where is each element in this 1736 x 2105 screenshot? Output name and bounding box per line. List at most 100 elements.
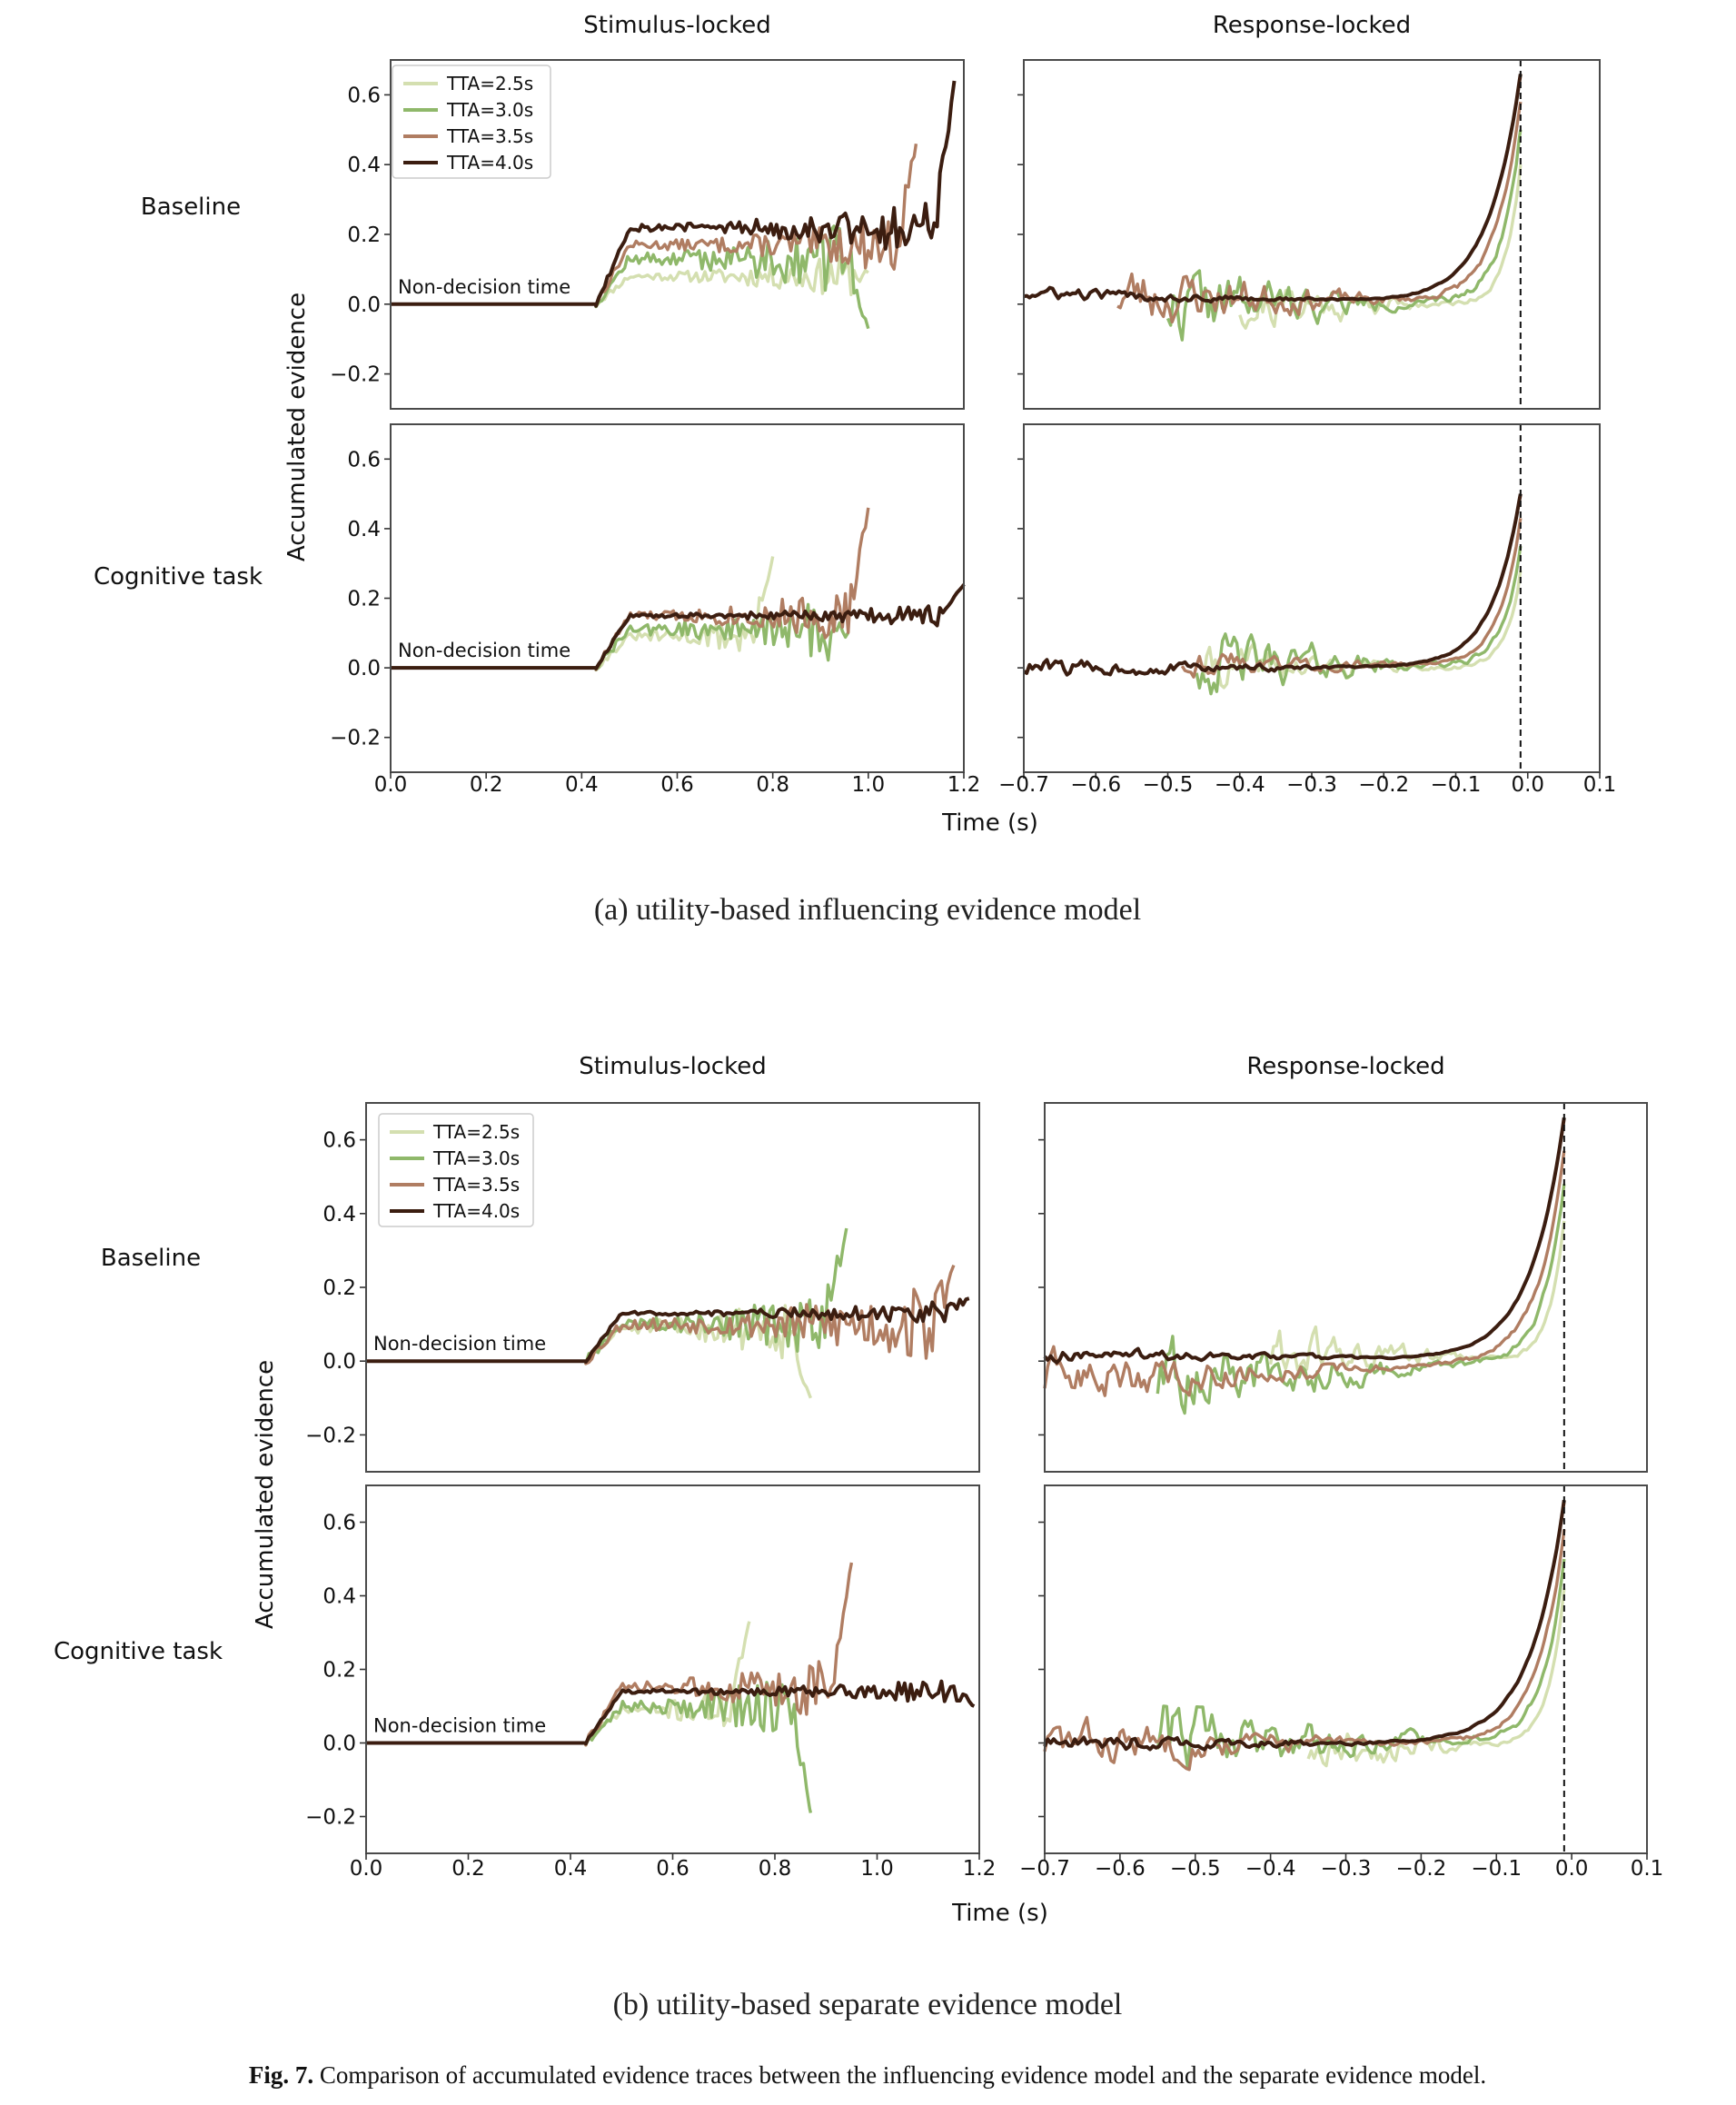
x-tick-label: −0.4 — [1215, 773, 1265, 797]
legend-label: TTA=3.0s — [432, 1147, 520, 1169]
non-decision-time-label: Non-decision time — [373, 1333, 546, 1355]
y-tick-label: 0.0 — [322, 1733, 356, 1756]
series-line-TTA-3.0s — [391, 602, 850, 672]
x-axis-label: Time (s) — [951, 1900, 1048, 1927]
axes-frame — [1023, 423, 1601, 773]
legend: TTA=2.5s TTA=3.0s TTA=3.5s TTA=4.0s — [378, 1113, 534, 1227]
series-line-TTA-4.0s — [1023, 74, 1523, 304]
legend: TTA=2.5s TTA=3.0s TTA=3.5s TTA=4.0s — [392, 65, 551, 179]
legend-label: TTA=2.5s — [432, 1121, 520, 1143]
y-tick-label: 0.0 — [347, 293, 381, 317]
subcaption: (b) utility-based separate evidence mode… — [613, 1988, 1123, 2021]
series-line-TTA-4.0s — [1043, 1117, 1566, 1365]
series-line-TTA-3.5s — [366, 1562, 854, 1747]
legend-label: TTA=4.0s — [432, 1200, 520, 1222]
series-line-TTA-4.0s — [391, 583, 966, 670]
chart-panel-a: Stimulus-locked Response-locked Accumulate… — [94, 12, 1616, 927]
legend-label: TTA=3.5s — [432, 1174, 520, 1196]
subplot-stimulus-cognitive: 0.6 0.4 0.2 0.0 −0.2 Non-decision time 0.0 0.2 0… — [330, 423, 981, 797]
x-tick-label: −0.2 — [1358, 773, 1409, 797]
x-axis-label: Time (s) — [941, 809, 1038, 837]
chart-panel-b: Stimulus-locked Response-locked Accumulate… — [54, 1053, 1663, 2021]
series-line-TTA-3.5s — [1043, 1150, 1566, 1397]
series-line-TTA-3.0s — [366, 1681, 813, 1813]
non-decision-time-label: Non-decision time — [373, 1715, 546, 1737]
x-tick-label: 0.4 — [565, 773, 599, 797]
series-line-TTA-4.0s — [391, 80, 957, 308]
row-label: Baseline — [141, 194, 241, 221]
x-tick-label: 1.2 — [963, 1857, 997, 1881]
y-tick-label: −0.2 — [305, 1806, 356, 1830]
y-tick-label: 0.2 — [322, 1659, 356, 1683]
series-line-TTA-4.0s — [366, 1679, 976, 1746]
series-line-TTA-4.0s — [1043, 1499, 1566, 1752]
series-line-TTA-3.5s — [366, 1264, 956, 1365]
col-title-response: Response-locked — [1246, 1053, 1444, 1080]
y-axis-label: Accumulated evidence — [252, 1360, 279, 1629]
subplot-response-cognitive: −0.7 −0.6 −0.5 −0.4 −0.3 −0.2 −0.1 0.0 0.1 — [998, 423, 1617, 797]
axes-frame — [390, 423, 965, 773]
y-tick-label: 0.4 — [347, 518, 381, 541]
series-line-TTA-4.0s — [366, 1296, 970, 1364]
legend-label: TTA=3.0s — [446, 99, 533, 121]
y-tick-label: 0.6 — [322, 1129, 356, 1153]
y-tick-label: −0.2 — [330, 363, 381, 387]
y-axis-label: Accumulated evidence — [283, 293, 311, 561]
y-tick-label: −0.2 — [305, 1424, 356, 1447]
series-line-TTA-2.5s — [391, 254, 869, 308]
x-tick-label: −0.5 — [1143, 773, 1194, 797]
axes-frame — [1044, 1102, 1648, 1473]
non-decision-time-label: Non-decision time — [398, 276, 570, 298]
x-tick-label: 1.0 — [852, 773, 886, 797]
axes-frame — [365, 1102, 980, 1473]
y-tick-label: 0.2 — [347, 588, 381, 611]
x-tick-label: 0.4 — [554, 1857, 588, 1881]
x-tick-label: −0.1 — [1431, 773, 1482, 797]
x-tick-label: −0.1 — [1471, 1857, 1522, 1881]
x-tick-label: 0.0 — [1555, 1857, 1589, 1881]
axes-frame — [1023, 59, 1601, 410]
x-tick-label: 0.0 — [374, 773, 408, 797]
x-tick-label: 0.1 — [1631, 1857, 1664, 1881]
series-line-TTA-3.0s — [1166, 129, 1523, 342]
x-tick-label: 1.2 — [947, 773, 981, 797]
x-tick-label: 0.2 — [470, 773, 503, 797]
x-tick-label: 0.2 — [451, 1857, 485, 1881]
y-tick-label: −0.2 — [330, 727, 381, 750]
series-line-TTA-3.0s — [1156, 1184, 1566, 1415]
row-label: Cognitive task — [94, 563, 263, 591]
x-tick-label: 0.0 — [1511, 773, 1544, 797]
series-line-TTA-3.5s — [1116, 101, 1523, 324]
subplot-response-baseline — [1017, 59, 1601, 410]
x-tick-label: −0.3 — [1286, 773, 1337, 797]
x-tick-label: 0.8 — [759, 1857, 792, 1881]
x-tick-label: −0.4 — [1245, 1857, 1296, 1881]
x-tick-label: 0.8 — [756, 773, 789, 797]
y-tick-label: 0.0 — [322, 1350, 356, 1374]
y-tick-label: 0.6 — [347, 84, 381, 107]
subplot-stimulus-cognitive: 0.6 0.4 0.2 0.0 −0.2 Non-decision time 0.0 0.2 0… — [305, 1484, 997, 1881]
legend-label: TTA=3.5s — [446, 125, 533, 147]
legend-box — [392, 65, 551, 179]
row-label: Cognitive task — [54, 1638, 223, 1665]
x-tick-label: −0.2 — [1395, 1857, 1446, 1881]
x-tick-label: 0.1 — [1583, 773, 1617, 797]
series-line-TTA-4.0s — [1022, 493, 1523, 677]
y-tick-label: 0.4 — [322, 1203, 356, 1226]
axes-frame — [390, 59, 965, 410]
col-title-stimulus: Stimulus-locked — [579, 1053, 766, 1080]
series-line-TTA-3.0s — [1156, 1558, 1566, 1771]
subplot-response-baseline — [1038, 1102, 1648, 1473]
row-label: Baseline — [101, 1245, 201, 1272]
col-title-response: Response-locked — [1213, 12, 1411, 39]
y-tick-label: 0.2 — [347, 223, 381, 247]
x-tick-label: 0.0 — [350, 1857, 383, 1881]
axes-frame — [365, 1484, 980, 1854]
col-title-stimulus: Stimulus-locked — [583, 12, 770, 39]
non-decision-time-label: Non-decision time — [398, 640, 570, 661]
subplot-response-cognitive: −0.7 −0.6 −0.5 −0.4 −0.3 −0.2 −0.1 0.0 0.1 — [1019, 1484, 1664, 1881]
caption-label: Fig. 7. — [249, 2061, 320, 2089]
x-tick-label: 0.6 — [656, 1857, 689, 1881]
series-line-TTA-3.5s — [1180, 518, 1523, 679]
x-tick-label: −0.6 — [1095, 1857, 1146, 1881]
